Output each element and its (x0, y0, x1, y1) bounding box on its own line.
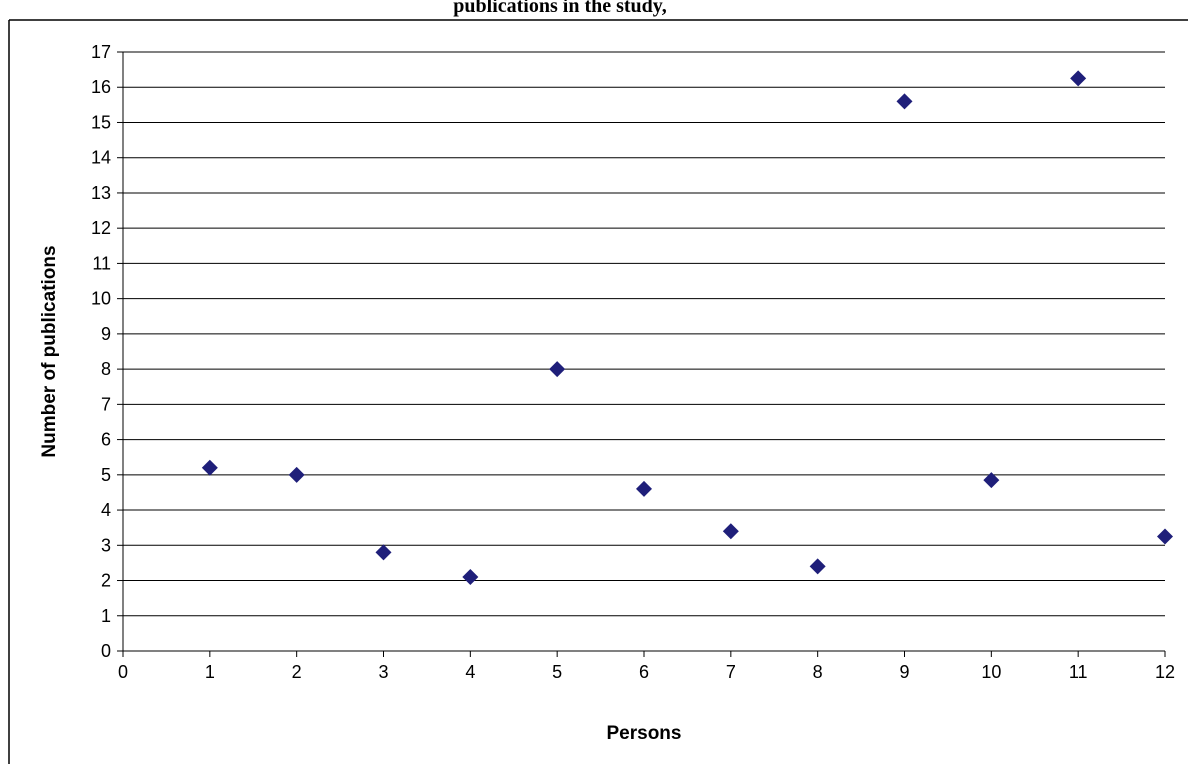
x-tick-label: 3 (378, 662, 388, 682)
y-tick-label: 8 (101, 359, 111, 379)
data-point-diamond (809, 558, 826, 575)
y-axis-title: Number of publications (39, 245, 60, 457)
x-tick-label: 10 (981, 662, 1001, 682)
data-point-diamond (896, 93, 913, 110)
y-tick-label: 10 (91, 289, 111, 309)
y-tick-label: 11 (92, 253, 111, 273)
y-tick-label: 14 (91, 148, 111, 168)
x-tick-label: 4 (465, 662, 475, 682)
data-point-diamond (375, 544, 392, 561)
y-tick-label: 5 (101, 465, 111, 485)
x-tick-label: 9 (899, 662, 909, 682)
y-tick-label: 3 (101, 535, 111, 555)
y-tick-label: 9 (101, 324, 111, 344)
x-tick-label: 11 (1069, 662, 1088, 682)
chart-title-fragment: publications in the study, (453, 0, 666, 17)
y-tick-label: 15 (91, 112, 111, 132)
y-tick-label: 12 (91, 218, 111, 238)
x-tick-label: 5 (552, 662, 562, 682)
axes (117, 51, 1166, 657)
x-tick-label: 12 (1155, 662, 1175, 682)
y-tick-label: 7 (101, 394, 111, 414)
data-point-diamond (636, 480, 652, 497)
x-tick-label: 7 (726, 662, 736, 682)
data-point-diamond (1157, 528, 1173, 545)
data-point-diamond (1070, 70, 1087, 87)
gridlines (123, 51, 1165, 652)
y-tick-label: 6 (101, 430, 111, 450)
y-tick-label: 13 (91, 183, 111, 203)
data-points (201, 70, 1173, 586)
data-point-diamond (983, 472, 1000, 489)
x-tick-label: 0 (118, 662, 128, 682)
data-point-diamond (722, 523, 739, 540)
y-tick-label: 4 (101, 500, 111, 520)
chart-border (8, 19, 1188, 764)
x-axis-title: Persons (607, 723, 682, 744)
x-tick-label: 2 (292, 662, 302, 682)
y-tick-label: 1 (101, 606, 111, 626)
y-tick-label: 0 (101, 641, 111, 661)
data-point-diamond (288, 466, 305, 483)
x-tick-labels: 0 1 2 3 4 5 6 7 8 9 10 11 12 (118, 662, 1175, 682)
y-tick-label: 16 (91, 77, 111, 97)
x-tick-label: 6 (639, 662, 649, 682)
x-tick-label: 8 (813, 662, 823, 682)
data-point-diamond (549, 361, 566, 378)
y-tick-label: 17 (91, 42, 111, 62)
x-tick-label: 1 (205, 662, 215, 682)
y-tick-label: 2 (101, 571, 111, 591)
data-point-diamond (201, 459, 218, 476)
data-point-diamond (462, 569, 479, 586)
